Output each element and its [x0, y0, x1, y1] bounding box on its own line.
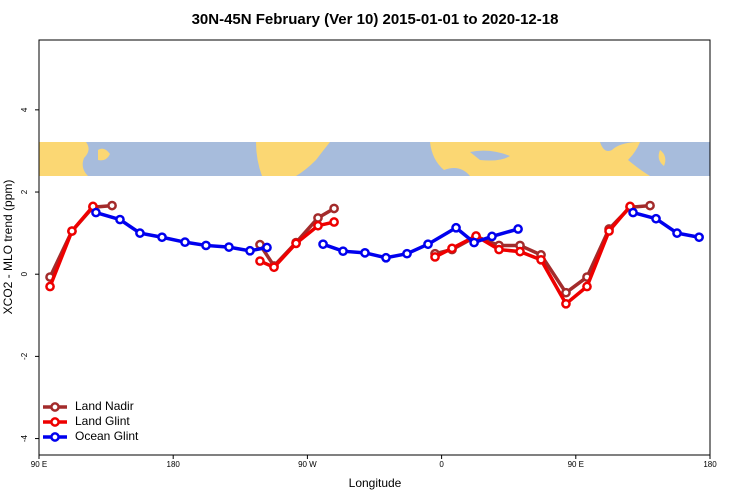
series-line [48, 203, 651, 296]
point [536, 254, 546, 265]
point [157, 232, 167, 243]
point [515, 246, 525, 257]
point [262, 242, 272, 253]
point [245, 245, 255, 256]
point [107, 200, 117, 211]
y-tick-label: -4 [20, 434, 29, 442]
x-tick-label: 0 [439, 460, 444, 469]
point [645, 200, 655, 211]
point [447, 243, 457, 254]
y-tick-label: 0 [20, 271, 29, 276]
point [313, 220, 323, 231]
point [329, 217, 339, 227]
point [67, 226, 77, 236]
point [224, 242, 234, 252]
point [338, 246, 348, 257]
point [269, 262, 279, 273]
y-tick-label: -2 [20, 352, 29, 360]
map-strip [39, 142, 710, 176]
point [135, 228, 145, 238]
x-tick-label: 180 [167, 460, 181, 469]
legend-marker [50, 417, 60, 427]
point [451, 222, 461, 233]
legend-marker [50, 402, 60, 412]
x-tick-label: 180 [703, 460, 717, 469]
point [430, 252, 440, 262]
x-tick-label: 90 W [298, 460, 317, 469]
legend-label: Land Glint [75, 414, 130, 428]
point [255, 256, 265, 266]
point [318, 239, 328, 250]
x-axis-label: Longitude [349, 476, 402, 490]
plot-frame [38, 39, 711, 456]
point [672, 228, 682, 238]
point [628, 207, 638, 218]
point [469, 237, 479, 248]
point [329, 203, 339, 214]
y-tick-label: 4 [20, 107, 29, 112]
legend-label: Land Nadir [75, 399, 134, 413]
point [115, 214, 125, 225]
point [561, 287, 571, 298]
point [513, 224, 523, 234]
point [291, 238, 301, 249]
point [180, 237, 190, 248]
point [402, 248, 412, 259]
point [651, 213, 661, 224]
point [313, 213, 323, 223]
point [604, 226, 614, 236]
point [45, 281, 55, 292]
point [487, 231, 497, 242]
point [360, 247, 370, 258]
point [561, 298, 571, 309]
chart-title: 30N-45N February (Ver 10) 2015-01-01 to … [192, 11, 559, 28]
point [494, 244, 504, 255]
point [381, 252, 391, 263]
y-axis-label: XCO2 - MLO trend (ppm) [1, 180, 15, 315]
point [582, 281, 592, 292]
legend-label: Ocean Glint [75, 429, 139, 443]
point [91, 207, 101, 218]
point [694, 232, 704, 243]
point [423, 239, 433, 250]
y-tick-label: 2 [20, 189, 29, 194]
legend-marker [50, 432, 60, 442]
x-tick-label: 90 E [568, 460, 584, 469]
x-tick-label: 90 E [31, 460, 47, 469]
point [201, 240, 211, 251]
